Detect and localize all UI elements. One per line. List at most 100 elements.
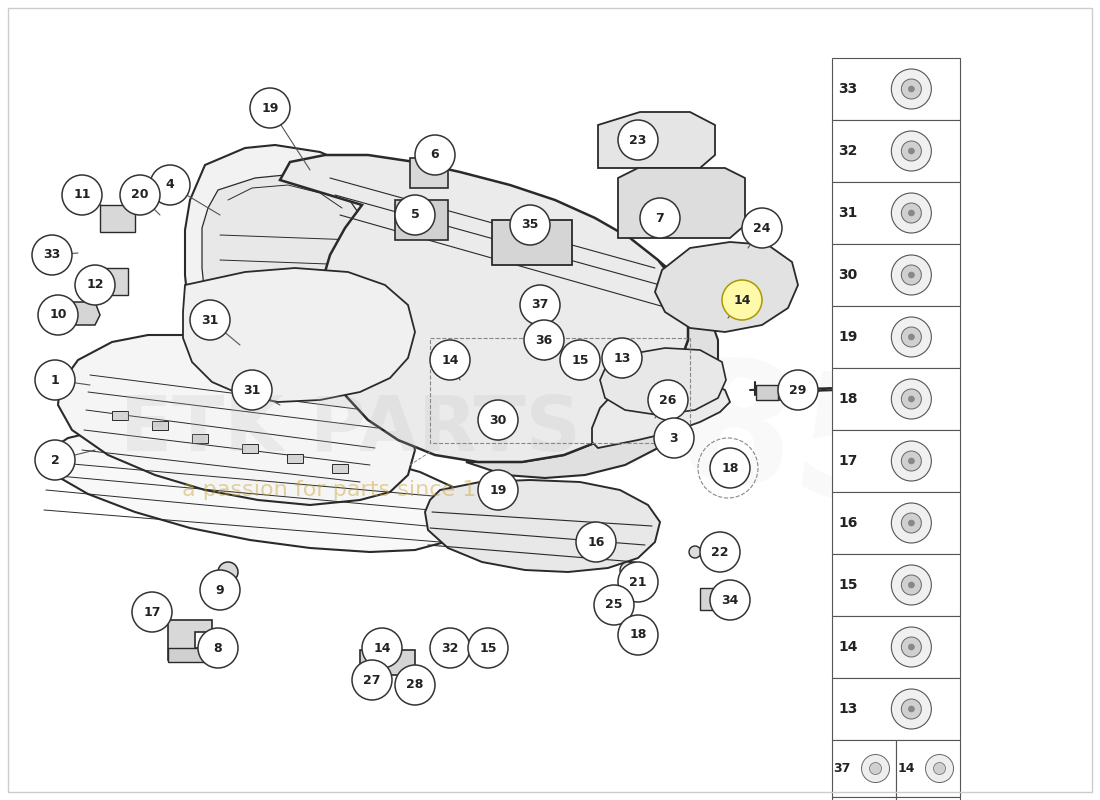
Polygon shape <box>202 175 360 342</box>
Polygon shape <box>756 385 778 400</box>
Bar <box>832 368 960 430</box>
Circle shape <box>620 562 636 578</box>
Circle shape <box>891 379 932 419</box>
Circle shape <box>250 88 290 128</box>
Circle shape <box>891 193 932 233</box>
Circle shape <box>640 198 680 238</box>
Text: 15: 15 <box>480 642 497 654</box>
Polygon shape <box>242 444 258 453</box>
Circle shape <box>722 280 762 320</box>
Circle shape <box>901 203 922 223</box>
Circle shape <box>232 370 272 410</box>
Polygon shape <box>425 480 660 572</box>
Polygon shape <box>60 302 100 325</box>
Circle shape <box>654 418 694 458</box>
Text: 17: 17 <box>143 606 161 618</box>
Circle shape <box>909 706 914 712</box>
Text: 14: 14 <box>734 294 750 306</box>
Text: 1: 1 <box>51 374 59 386</box>
Text: 17: 17 <box>838 454 858 468</box>
Circle shape <box>222 589 234 601</box>
Circle shape <box>606 587 621 603</box>
Bar <box>896 797 960 800</box>
Circle shape <box>861 754 890 782</box>
Text: 29: 29 <box>790 383 806 397</box>
Text: 19: 19 <box>490 483 507 497</box>
Circle shape <box>901 79 922 99</box>
Circle shape <box>901 141 922 161</box>
Circle shape <box>710 448 750 488</box>
Text: 13: 13 <box>838 702 858 716</box>
Circle shape <box>909 644 914 650</box>
Polygon shape <box>192 434 208 443</box>
Circle shape <box>150 165 190 205</box>
Circle shape <box>602 338 642 378</box>
Text: 37: 37 <box>531 298 549 311</box>
Circle shape <box>891 317 932 357</box>
Bar <box>832 430 960 492</box>
Circle shape <box>478 470 518 510</box>
Circle shape <box>901 513 922 533</box>
Circle shape <box>901 637 922 657</box>
Circle shape <box>909 86 914 92</box>
Text: a passion for parts since 1985: a passion for parts since 1985 <box>182 480 518 500</box>
Circle shape <box>395 665 434 705</box>
Circle shape <box>869 762 881 774</box>
Circle shape <box>909 520 914 526</box>
Text: 4: 4 <box>166 178 175 191</box>
Circle shape <box>742 208 782 248</box>
Text: 31: 31 <box>838 206 858 220</box>
Circle shape <box>362 628 402 668</box>
Circle shape <box>901 699 922 719</box>
Bar <box>832 554 960 616</box>
Text: 14: 14 <box>898 762 915 775</box>
Text: 19: 19 <box>838 330 858 344</box>
Circle shape <box>909 582 914 588</box>
Polygon shape <box>168 648 212 662</box>
Text: 9: 9 <box>216 583 224 597</box>
Text: ETK PARTS: ETK PARTS <box>120 393 581 467</box>
Bar <box>832 616 960 678</box>
Bar <box>832 492 960 554</box>
Circle shape <box>901 575 922 595</box>
Text: 18: 18 <box>838 392 858 406</box>
Text: 23: 23 <box>629 134 647 146</box>
Circle shape <box>618 120 658 160</box>
Polygon shape <box>152 421 168 430</box>
Polygon shape <box>395 200 448 240</box>
Circle shape <box>430 340 470 380</box>
Text: 24: 24 <box>754 222 771 234</box>
Bar <box>832 58 960 120</box>
Text: 16: 16 <box>838 516 858 530</box>
Circle shape <box>415 135 455 175</box>
Polygon shape <box>185 145 385 365</box>
Text: 37: 37 <box>834 762 850 775</box>
Circle shape <box>901 451 922 471</box>
Text: 13: 13 <box>614 351 630 365</box>
Circle shape <box>710 580 750 620</box>
Circle shape <box>524 320 564 360</box>
Circle shape <box>576 522 616 562</box>
Text: 36: 36 <box>536 334 552 346</box>
Text: 18: 18 <box>722 462 739 474</box>
Polygon shape <box>492 220 572 265</box>
Circle shape <box>510 205 550 245</box>
Bar <box>832 306 960 368</box>
Text: 6: 6 <box>431 149 439 162</box>
Text: 30: 30 <box>490 414 507 426</box>
Circle shape <box>891 255 932 295</box>
Polygon shape <box>332 464 348 473</box>
Text: 31: 31 <box>243 383 261 397</box>
Circle shape <box>909 272 914 278</box>
Bar <box>832 182 960 244</box>
Polygon shape <box>112 411 128 420</box>
Circle shape <box>39 295 78 335</box>
Circle shape <box>901 327 922 347</box>
Circle shape <box>891 503 932 543</box>
Circle shape <box>925 754 954 782</box>
Circle shape <box>198 628 238 668</box>
Circle shape <box>35 360 75 400</box>
Text: 28: 28 <box>406 678 424 691</box>
Circle shape <box>430 628 470 668</box>
Circle shape <box>618 615 658 655</box>
